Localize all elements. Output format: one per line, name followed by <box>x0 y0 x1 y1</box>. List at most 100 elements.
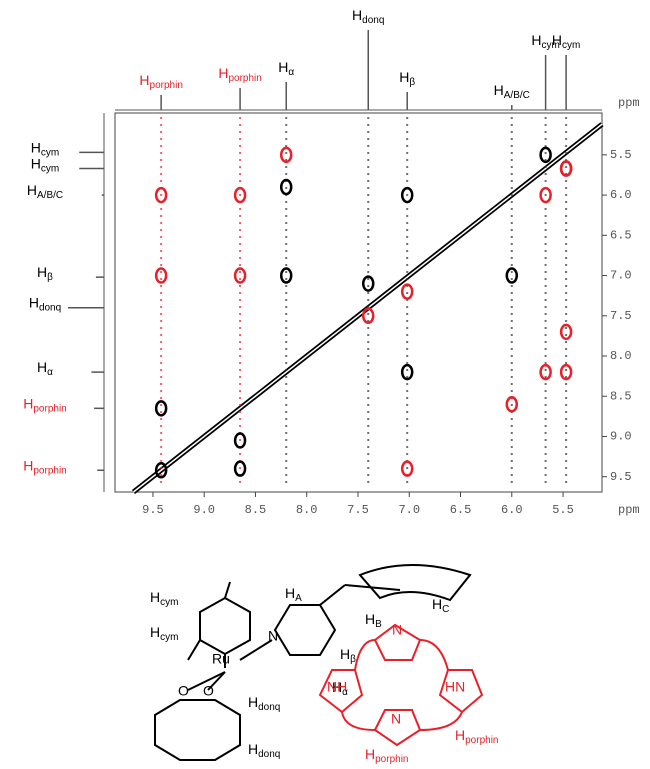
left-signal-label: Hporphin <box>23 457 66 476</box>
label-main: H <box>31 139 41 155</box>
label-main: H <box>23 395 33 411</box>
top-signal-label: Hporphin <box>218 65 261 84</box>
atom-label: O <box>178 683 189 699</box>
atom-sub: C <box>442 604 449 615</box>
label-main: H <box>139 72 149 88</box>
x-tick-label: 6.0 <box>501 503 523 517</box>
x-tick-label: 7.0 <box>398 503 420 517</box>
atom-label: Ru <box>212 651 230 667</box>
atom: H <box>340 646 350 662</box>
y-tick-label: 6.5 <box>610 228 632 242</box>
atom-sub: donq <box>258 749 280 760</box>
atom-label: HB <box>365 611 382 630</box>
atom: H <box>248 741 258 757</box>
y-tick-label: 9.5 <box>610 470 632 484</box>
label-sub: porphin <box>33 465 66 476</box>
cross-peak <box>235 269 245 283</box>
atom-label: Hporphin <box>455 727 498 746</box>
x-tick-label: 5.5 <box>552 503 574 517</box>
quinone-ring <box>155 700 240 760</box>
atom: H <box>365 746 375 762</box>
pyridine-ring <box>275 605 335 655</box>
atom-label: Hdonq <box>248 694 280 713</box>
top-signal-label: HA/B/C <box>494 82 530 101</box>
y-tick-label: 7.5 <box>610 309 632 323</box>
bond <box>225 582 230 598</box>
left-signal-label: Hdonq <box>29 294 61 313</box>
left-signal-label: Hβ <box>37 264 53 283</box>
plot-frame <box>115 113 602 492</box>
label-main: H <box>552 32 562 48</box>
x-tick-label: 8.0 <box>296 503 318 517</box>
atom: H <box>285 585 295 601</box>
atom: H <box>248 694 258 710</box>
atom: H <box>365 611 375 627</box>
label-main: H <box>218 65 228 81</box>
label-sub: cym <box>562 40 580 51</box>
atom-sub: cym <box>160 632 178 643</box>
x-tick-label: 6.5 <box>450 503 472 517</box>
label-sub: α <box>47 367 53 378</box>
label-sub: porphin <box>33 403 66 414</box>
label-main: H <box>31 155 41 171</box>
bond <box>320 585 345 605</box>
label-main: H <box>278 59 288 75</box>
left-signal-label: Hporphin <box>23 395 66 414</box>
structure <box>155 565 482 760</box>
label-main: H <box>23 457 33 473</box>
label-sub: porphin <box>228 73 261 84</box>
x-tick-label: 8.5 <box>245 503 267 517</box>
atom: H <box>150 624 160 640</box>
label-sub: porphin <box>150 80 183 91</box>
label-main: H <box>37 359 47 375</box>
atom-label: N <box>392 622 402 638</box>
label-sub: β <box>409 77 415 88</box>
y-tick-label: 7.0 <box>610 269 632 283</box>
label-main: H <box>399 69 409 85</box>
cross-peak <box>507 269 517 283</box>
cross-peak <box>156 401 166 415</box>
label-sub: α <box>288 67 294 78</box>
label-main: H <box>531 32 541 48</box>
y-tick-label: 5.5 <box>610 148 632 162</box>
top-signal-label: Hdonq <box>352 7 384 26</box>
label-sub: A/B/C <box>37 190 63 201</box>
top-signal-label: Hα <box>278 59 294 78</box>
atom-sub: A <box>295 593 302 604</box>
label-main: H <box>352 7 362 23</box>
atom-sub: porphin <box>465 735 498 746</box>
label-sub: β <box>47 272 53 283</box>
cymene-ring <box>200 598 250 654</box>
atom-label: N <box>391 711 401 727</box>
atom-label: N <box>268 628 278 644</box>
y-tick-label: 8.5 <box>610 389 632 403</box>
atom-label: Hporphin <box>365 746 408 764</box>
cation-arene <box>360 565 470 600</box>
atom-sub: donq <box>258 702 280 713</box>
x-tick-label: 9.5 <box>142 503 164 517</box>
figure: Hcym Hcym HA HB HC Hβ Hα N Ru O O Hdonq … <box>0 0 650 764</box>
label-main: H <box>27 182 37 198</box>
top-signal-label: Hβ <box>399 69 415 88</box>
x-tick-label: 9.0 <box>193 503 215 517</box>
left-signal-label: Hα <box>37 359 53 378</box>
label-main: H <box>494 82 504 98</box>
atom-sub: porphin <box>375 754 408 764</box>
cross-peak <box>156 269 166 283</box>
label-sub: donq <box>39 302 61 313</box>
atom-label: HN <box>445 679 465 695</box>
x-tick-label: 7.5 <box>347 503 369 517</box>
y-tick-label: 9.0 <box>610 430 632 444</box>
atom-label: Hcym <box>150 589 178 608</box>
left-signal-label: HA/B/C <box>27 182 63 201</box>
cross-peak <box>281 269 291 283</box>
top-signal-label: Hporphin <box>139 72 182 91</box>
atom-sub: cym <box>160 597 178 608</box>
label-sub: A/B/C <box>504 90 530 101</box>
top-axis-label: ppm <box>618 96 640 110</box>
label-sub: cym <box>41 163 59 174</box>
bond <box>188 640 200 660</box>
atom-sub: B <box>375 619 382 630</box>
atom-label: O <box>203 683 214 699</box>
atom-label: Hβ <box>340 646 356 665</box>
